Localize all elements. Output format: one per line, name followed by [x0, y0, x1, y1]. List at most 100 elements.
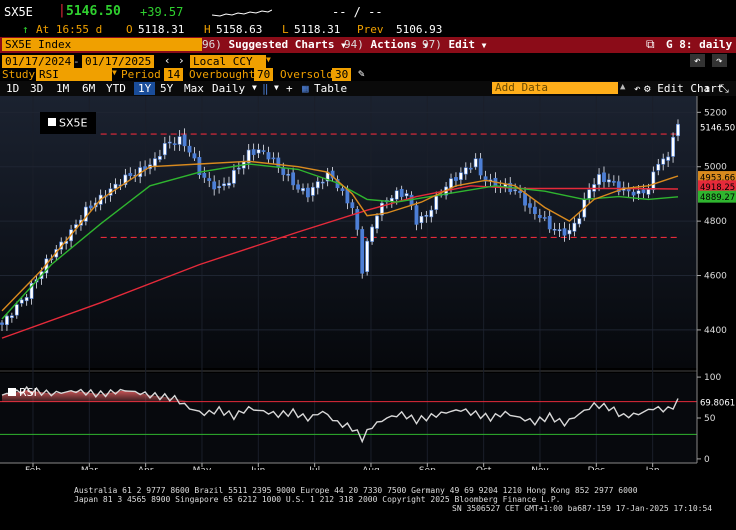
triangle-icon: ▲ — [620, 82, 626, 92]
security-field[interactable]: SX5E Index — [2, 38, 202, 51]
frequency-select[interactable]: Daily — [212, 82, 246, 95]
edit-menu[interactable]: 97) Edit ▼ — [422, 38, 486, 51]
month-label: Aug — [362, 466, 380, 470]
candle-body — [473, 158, 478, 168]
edit-num: 97) — [422, 38, 442, 51]
candle-body — [458, 172, 463, 180]
range-button-1m[interactable]: 1M — [56, 82, 70, 95]
candle-body — [315, 181, 320, 189]
candle-body — [251, 149, 256, 155]
range-button-6m[interactable]: 6M — [82, 82, 96, 95]
back-icon[interactable]: ‹ — [164, 54, 171, 67]
candle-body — [291, 172, 296, 186]
candle-type-icon[interactable]: ‖ — [262, 82, 269, 95]
table-button[interactable]: Table — [314, 82, 348, 95]
range-button-ytd[interactable]: YTD — [106, 82, 126, 95]
price-legend-label: SX5E — [59, 117, 88, 130]
overbought-input[interactable]: 70 — [254, 68, 274, 81]
candle-body — [671, 136, 675, 157]
chart-area[interactable]: 4400 4600 4800 5000 5200 0 50 100 5146.50 4953.66… — [0, 96, 736, 487]
candle-body — [631, 191, 636, 196]
candle-body — [222, 183, 226, 187]
candle-body — [577, 218, 582, 225]
range-button-1d[interactable]: 1D — [6, 82, 20, 95]
candle-body — [276, 157, 281, 168]
candle-body — [128, 173, 133, 176]
forward-icon[interactable]: › — [178, 54, 185, 67]
price-legend-box — [40, 112, 96, 134]
candle-body — [483, 176, 488, 182]
footer-line-2: Japan 81 3 4565 8900 Singapore 65 6212 1… — [74, 495, 561, 504]
candle-body — [537, 214, 542, 218]
month-label: Nov — [531, 466, 549, 470]
range-button-1y[interactable]: 1Y — [134, 82, 156, 95]
range-button-max[interactable]: Max — [184, 82, 204, 95]
suggested-num: 96) — [202, 38, 222, 51]
month-label: Feb — [25, 466, 41, 470]
candle-body — [266, 152, 271, 160]
study-select[interactable]: RSI — [36, 68, 112, 81]
ohlc-row: ↑ At 16:55 d O 5118.31 H 5158.63 L 5118.… — [0, 20, 736, 37]
popout-icon[interactable]: ⧉ — [646, 37, 655, 51]
candle-body — [552, 229, 557, 231]
candle-body — [182, 134, 187, 147]
price-legend-swatch — [48, 118, 56, 126]
zoom-icon[interactable]: ↕ — [704, 82, 711, 95]
footer-line-1: Australia 61 2 9777 8600 Brazil 5511 239… — [74, 486, 638, 495]
candle-body — [676, 123, 680, 137]
candle-body — [24, 297, 29, 302]
candle-body — [192, 153, 197, 159]
candle-body — [449, 178, 453, 189]
candle-body — [113, 183, 118, 189]
rsi-tick-label: 100 — [704, 373, 721, 383]
undo-chart-icon[interactable]: ↶ — [634, 82, 641, 95]
end-date-input[interactable]: 01/17/2025 — [82, 55, 155, 68]
candle-body — [666, 156, 671, 161]
footer-line-3: SN 3506527 CET GMT+1:00 ba687-159 17-Jan… — [452, 504, 713, 513]
high-value: 5158.63 — [216, 23, 263, 36]
pencil-icon[interactable]: ✎ — [358, 67, 365, 80]
chevron-down-icon: ▼ — [112, 68, 117, 77]
date-range-row: 01/17/2024 - 01/17/2025 ‹ › Local CCY ▼ … — [0, 54, 736, 68]
candle-body — [419, 215, 424, 224]
suggested-charts-menu[interactable]: 96) Suggested Charts ▼ — [202, 38, 346, 51]
candle-body — [429, 209, 434, 218]
candle-body — [88, 205, 93, 209]
redo-icon[interactable]: ↷ — [712, 54, 727, 67]
candle-body — [567, 229, 572, 235]
candle-body — [562, 228, 567, 236]
candle-body — [607, 179, 611, 183]
edit-chart-button[interactable]: ⚙ Edit Chart — [644, 82, 723, 95]
candle-body — [320, 181, 325, 184]
candle-body — [468, 167, 473, 170]
candle-body — [587, 189, 592, 199]
period-input[interactable]: 14 — [164, 68, 184, 81]
candle-body — [365, 240, 370, 272]
candle-body — [463, 167, 468, 175]
range-button-5y[interactable]: 5Y — [160, 82, 174, 95]
rsi-panel-bg — [0, 373, 697, 463]
price-chart[interactable]: 4400 4600 4800 5000 5200 0 50 100 5146.50 4953.66… — [0, 96, 736, 487]
candle-body — [616, 181, 621, 193]
candle-body — [246, 149, 251, 164]
candle-body — [340, 188, 345, 191]
candle-body — [310, 186, 315, 196]
candle-body — [261, 150, 266, 152]
start-date-input[interactable]: 01/17/2024 — [2, 55, 75, 68]
currency-select[interactable]: Local CCY — [190, 55, 266, 68]
undo-icon[interactable]: ↶ — [690, 54, 705, 67]
candle-body — [256, 149, 261, 154]
actions-menu[interactable]: 94) Actions ▼ — [344, 38, 428, 51]
add-data-input[interactable]: Add Data — [492, 82, 618, 94]
candle-body — [271, 157, 276, 160]
range-button-3d[interactable]: 3D — [30, 82, 44, 95]
candle-body — [153, 158, 157, 167]
ma-red-line — [1, 185, 679, 339]
candle-body — [232, 170, 236, 184]
oversold-input[interactable]: 30 — [332, 68, 352, 81]
collapse-icon[interactable]: ⤡ — [720, 82, 729, 95]
candle-body — [360, 229, 365, 274]
compare-icon[interactable]: + — [286, 82, 293, 95]
candle-body — [197, 157, 202, 176]
ma-orange-tag-bg — [698, 171, 736, 184]
